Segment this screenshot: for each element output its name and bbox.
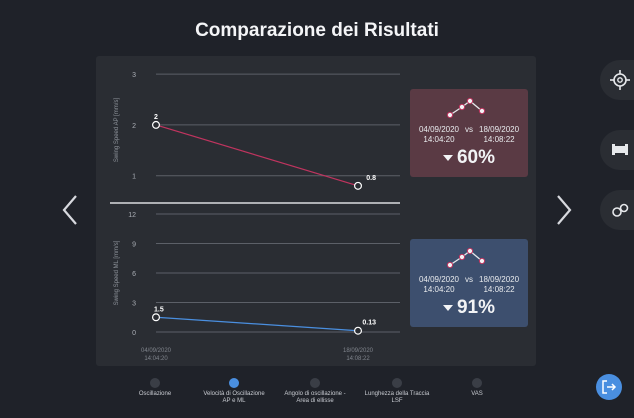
carousel-item-label: VAS — [471, 391, 483, 397]
target-button[interactable] — [600, 60, 634, 100]
carousel-item-label: Lunghezza della Traccia — [364, 391, 430, 397]
carousel-item[interactable]: Angolo di oscillazione - Area di ellisse — [270, 378, 360, 405]
carousel-item-label: Angolo di oscillazione - — [284, 391, 346, 397]
card-date-a: 04/09/2020 — [418, 275, 459, 284]
card-percent: 91% — [456, 297, 496, 318]
card-time-a: 14:04:20 — [423, 135, 455, 144]
carousel-item-label: LSF — [391, 398, 403, 404]
y-tick-label: 9 — [132, 242, 136, 249]
x-tick-label-time: 14:04:20 — [144, 356, 168, 362]
carousel-item[interactable]: VAS — [432, 378, 522, 398]
carousel-dot — [229, 378, 239, 388]
bed-icon — [612, 144, 628, 155]
card-time-b: 14:08:22 — [483, 135, 515, 144]
card-date-b: 18/09/2020 — [479, 275, 520, 284]
summary-card-ml: 04/09/2020 14:04:20 vs 18/09/2020 14:08:22… — [410, 239, 528, 327]
y-tick-label: 6 — [132, 271, 136, 278]
carousel-item[interactable]: Velocità di Oscillazione AP e ML — [189, 378, 279, 405]
card-percent: 60% — [456, 147, 496, 168]
tools-button[interactable] — [600, 190, 634, 230]
y-tick-label: 12 — [128, 212, 136, 219]
carousel-dot — [150, 378, 160, 388]
x-tick-label-time: 14:08:22 — [346, 356, 370, 362]
carousel-item-label: Area di ellisse — [296, 398, 334, 404]
crosshair-icon — [610, 70, 630, 90]
logout-icon — [602, 380, 617, 394]
chart-carousel-dots: Oscillazione Velocità di Oscillazione AP e… — [0, 378, 634, 414]
carousel-item[interactable]: Oscillazione — [110, 378, 200, 398]
card-date-a: 04/09/2020 — [418, 125, 459, 134]
carousel-item-label: Oscillazione — [138, 391, 172, 397]
data-label: 1.5 — [154, 306, 164, 313]
data-label: 0.13 — [362, 320, 376, 327]
sparkline-icon — [446, 97, 486, 119]
sparkline-icon — [446, 247, 486, 269]
y-axis-label: Swing Speed AP [mm/s] — [114, 98, 120, 163]
carousel-dot — [472, 378, 482, 388]
x-tick-label-date: 18/09/2020 — [343, 348, 374, 354]
carousel-dot — [310, 378, 320, 388]
page-title: Comparazione dei Risultati — [195, 20, 439, 41]
series-line — [155, 316, 359, 332]
y-axis-label: Swing Speed ML [mm/s] — [114, 240, 120, 305]
card-vs: vs — [465, 125, 473, 134]
card-date-b: 18/09/2020 — [479, 125, 520, 134]
carousel-item[interactable]: Lunghezza della Traccia LSF — [352, 378, 442, 405]
data-point — [151, 313, 160, 322]
prev-chart-button[interactable] — [58, 190, 82, 230]
data-point — [354, 181, 363, 190]
data-label: 2 — [154, 114, 158, 121]
chevron-right-icon — [557, 195, 572, 225]
y-tick-label: 3 — [132, 72, 136, 79]
y-tick-label: 0 — [132, 330, 136, 337]
summary-card-ap: 04/09/2020 14:04:20 vs 18/09/2020 14:08:22… — [410, 89, 528, 177]
exit-button[interactable] — [596, 374, 622, 400]
card-vs: vs — [465, 275, 473, 284]
x-tick-label-date: 04/09/2020 — [141, 348, 172, 354]
y-tick-label: 2 — [132, 123, 136, 130]
data-point — [354, 326, 363, 335]
card-time-a: 14:04:20 — [423, 285, 455, 294]
decrease-arrow-icon — [442, 155, 453, 161]
chevron-left-icon — [62, 195, 77, 225]
bed-button[interactable] — [600, 130, 634, 170]
card-time-b: 14:08:22 — [483, 285, 515, 294]
y-tick-label: 3 — [132, 301, 136, 308]
data-point — [151, 120, 160, 129]
series-line — [155, 124, 359, 187]
carousel-item-label: Velocità di Oscillazione — [203, 391, 265, 397]
carousel-dot — [392, 378, 402, 388]
next-chart-button[interactable] — [552, 190, 576, 230]
decrease-arrow-icon — [442, 305, 453, 311]
data-label: 0.8 — [366, 175, 376, 182]
y-tick-label: 1 — [132, 174, 136, 181]
carousel-item-label: AP e ML — [222, 398, 246, 404]
tools-icon — [612, 203, 629, 217]
